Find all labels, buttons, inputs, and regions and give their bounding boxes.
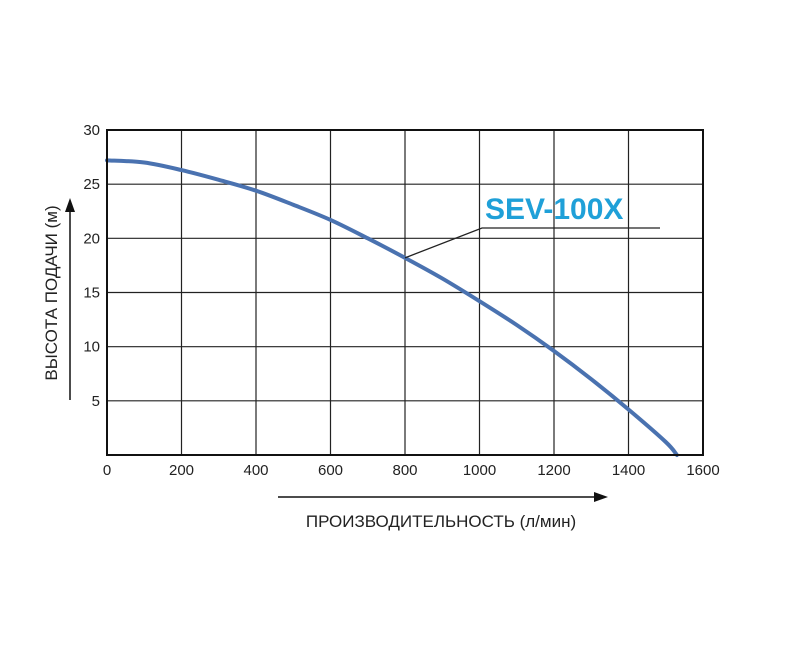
leader-line [404, 227, 660, 259]
y-tick-label: 5 [92, 393, 100, 410]
x-tick-label: 0 [103, 462, 111, 479]
x-axis-title-group: ПРОИЗВОДИТЕЛЬНОСТЬ (л/мин) [278, 492, 608, 531]
y-tick-label: 15 [83, 285, 100, 302]
y-tick-label: 25 [83, 176, 100, 193]
grid [106, 129, 704, 455]
y-axis-arrow-head [65, 198, 75, 212]
y-tick-labels: 5 10 15 20 25 30 [83, 122, 100, 410]
x-tick-label: 400 [243, 462, 268, 479]
x-tick-label: 200 [169, 462, 194, 479]
x-axis-title: ПРОИЗВОДИТЕЛЬНОСТЬ (л/мин) [306, 512, 576, 531]
x-tick-labels: 0 200 400 600 800 1000 1200 1400 1600 [103, 462, 720, 479]
x-tick-label: 1000 [463, 462, 496, 479]
x-tick-label: 800 [392, 462, 417, 479]
x-tick-label: 1200 [537, 462, 570, 479]
x-tick-label: 600 [318, 462, 343, 479]
y-tick-label: 30 [83, 122, 100, 139]
series-label-sev-100x: SEV-100X [485, 193, 623, 226]
x-axis-arrow-head [594, 492, 608, 502]
x-tick-label: 1600 [686, 462, 719, 479]
plot-frame [106, 129, 704, 456]
series-label-leader [404, 227, 660, 259]
y-axis-title-group: ВЫСОТА ПОДАЧИ (м) [42, 198, 75, 400]
x-tick-label: 1400 [612, 462, 645, 479]
y-tick-label: 20 [83, 230, 100, 247]
y-tick-label: 10 [83, 339, 100, 356]
y-axis-title: ВЫСОТА ПОДАЧИ (м) [42, 205, 61, 380]
